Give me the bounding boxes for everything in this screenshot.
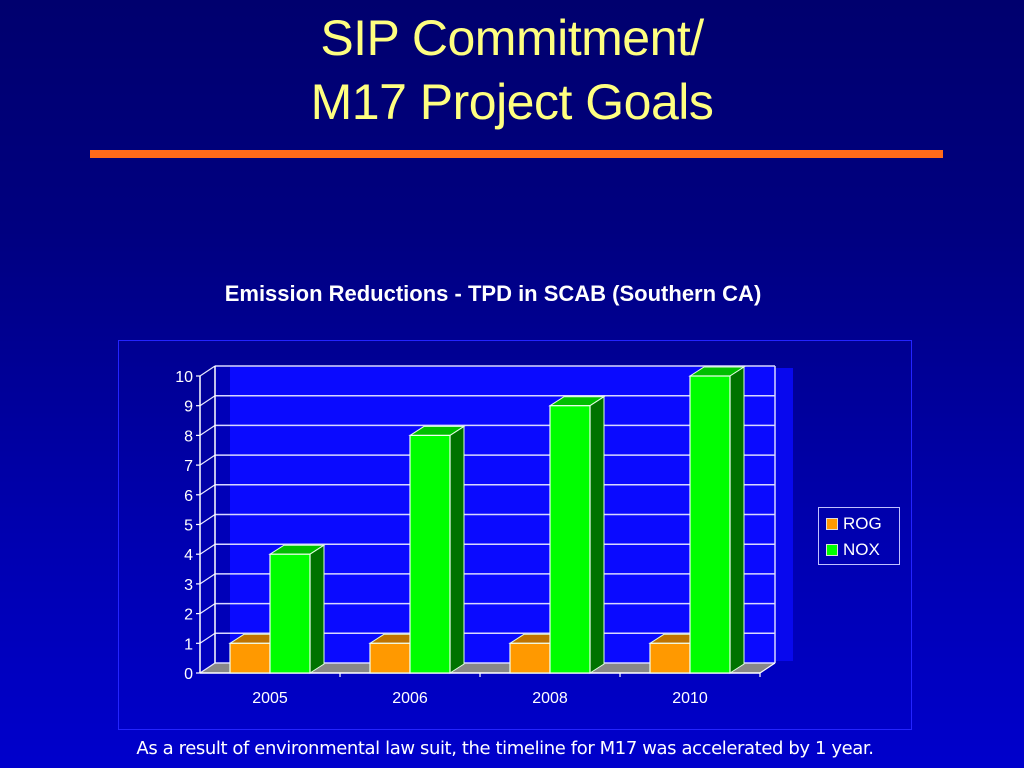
legend-item-nox: NOX: [826, 540, 880, 560]
chart-frame: [118, 340, 912, 730]
title-underline-rule: [90, 150, 943, 158]
svg-text:1: 1: [184, 636, 193, 653]
svg-text:10: 10: [175, 369, 193, 386]
legend-label-rog: ROG: [843, 514, 882, 533]
svg-text:2008: 2008: [532, 690, 568, 707]
svg-text:8: 8: [184, 428, 193, 445]
svg-text:5: 5: [184, 518, 193, 535]
svg-text:2006: 2006: [392, 690, 428, 707]
svg-text:4: 4: [184, 547, 193, 564]
slide-title-line-2: M17 Project Goals: [310, 74, 714, 130]
svg-text:9: 9: [184, 399, 193, 416]
slide-title: SIP Commitment/ M17 Project Goals: [0, 6, 1024, 134]
svg-text:6: 6: [184, 488, 193, 505]
svg-text:0: 0: [184, 666, 193, 683]
svg-text:2005: 2005: [252, 690, 288, 707]
slide-title-line-1: SIP Commitment/: [320, 10, 704, 66]
svg-text:3: 3: [184, 577, 193, 594]
legend-item-rog: ROG: [826, 514, 882, 534]
legend-swatch-nox: [826, 544, 838, 556]
legend-label-nox: NOX: [843, 540, 880, 559]
chart-title: Emission Reductions - TPD in SCAB (South…: [224, 281, 762, 306]
chart-legend: ROG NOX: [818, 507, 900, 565]
svg-text:2010: 2010: [672, 690, 708, 707]
svg-text:2: 2: [184, 607, 193, 624]
svg-text:7: 7: [184, 458, 193, 475]
legend-swatch-rog: [826, 518, 838, 530]
slide-footnote: As a result of environmental law suit, t…: [136, 738, 874, 759]
